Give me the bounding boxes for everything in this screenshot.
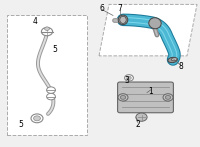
Circle shape <box>31 114 43 123</box>
Ellipse shape <box>171 58 177 61</box>
Text: 2: 2 <box>136 120 140 129</box>
Circle shape <box>120 96 126 99</box>
Circle shape <box>45 27 49 30</box>
FancyBboxPatch shape <box>7 15 87 135</box>
Circle shape <box>118 94 128 101</box>
Circle shape <box>165 96 171 99</box>
Circle shape <box>136 113 147 121</box>
Text: 6: 6 <box>100 4 104 13</box>
Text: 5: 5 <box>19 120 23 129</box>
Circle shape <box>34 116 40 121</box>
Ellipse shape <box>149 18 161 29</box>
Text: 4: 4 <box>33 17 37 26</box>
Circle shape <box>47 93 55 100</box>
Circle shape <box>47 87 55 93</box>
Ellipse shape <box>118 15 128 25</box>
Circle shape <box>163 94 173 101</box>
Text: 5: 5 <box>53 45 57 54</box>
Text: 7: 7 <box>118 4 122 13</box>
Text: 1: 1 <box>149 87 153 96</box>
Circle shape <box>127 76 131 80</box>
Text: 3: 3 <box>125 76 129 85</box>
Circle shape <box>125 75 133 81</box>
Circle shape <box>41 27 53 36</box>
Polygon shape <box>99 4 197 56</box>
FancyBboxPatch shape <box>118 82 173 113</box>
Ellipse shape <box>168 57 177 63</box>
Text: 8: 8 <box>179 62 183 71</box>
Ellipse shape <box>120 16 126 23</box>
